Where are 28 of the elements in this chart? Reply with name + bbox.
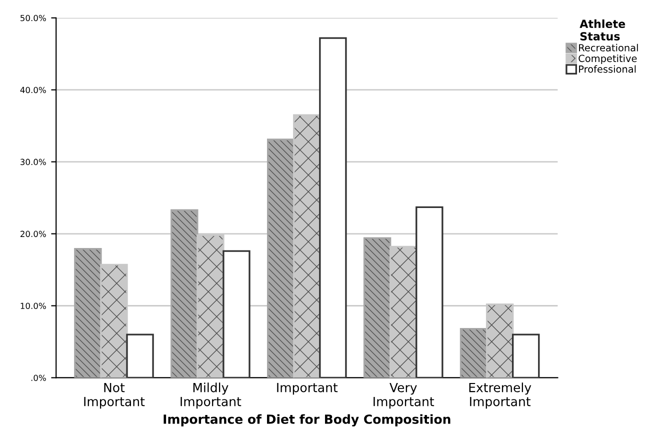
y-tick-label: 40.0% xyxy=(20,86,46,94)
bar xyxy=(319,37,347,378)
bar xyxy=(170,209,198,378)
bar xyxy=(126,334,154,378)
legend-label: Professional xyxy=(579,65,636,73)
x-axis-title: Importance of Diet for Body Composition xyxy=(164,414,450,426)
bar xyxy=(512,334,540,378)
legend-label: Competitive xyxy=(578,54,637,64)
bar xyxy=(390,246,418,378)
y-tick-label: 10.0% xyxy=(20,302,46,310)
y-tick-label: 30.0% xyxy=(20,158,46,166)
x-tick-label: Not Important xyxy=(84,382,145,409)
bar xyxy=(460,328,488,378)
legend-label: Recreational xyxy=(579,44,638,52)
x-tick-label: Mildly Important xyxy=(180,382,242,409)
bar xyxy=(363,237,392,378)
x-tick-label: Very Important xyxy=(374,382,434,409)
y-tick-label: 50.0% xyxy=(20,14,46,22)
bar xyxy=(293,114,321,378)
bar xyxy=(222,250,250,378)
legend-title: Athlete Status xyxy=(580,19,626,40)
bar xyxy=(74,248,102,378)
y-tick-label: .0% xyxy=(31,374,46,381)
y-tick-label: 20.0% xyxy=(20,230,46,238)
x-tick-label: Extremely Important xyxy=(469,382,532,409)
x-tick-label: Important xyxy=(277,382,338,395)
bar xyxy=(267,138,295,378)
bar xyxy=(416,206,444,378)
